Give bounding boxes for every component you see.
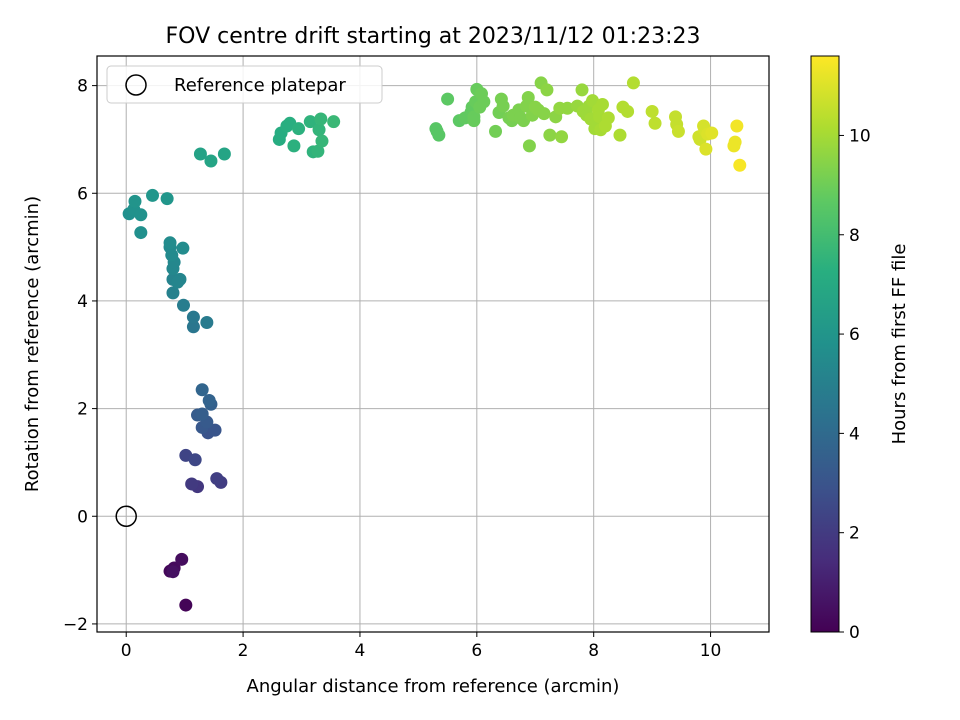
data-points (122, 76, 747, 612)
data-point (217, 147, 231, 161)
data-point (601, 111, 615, 125)
data-point (621, 104, 635, 118)
colorbar (810, 55, 840, 633)
y-axis-label: Rotation from reference (arcmin) (22, 196, 43, 492)
data-point (163, 236, 177, 250)
data-point (595, 97, 609, 111)
data-point (733, 158, 747, 172)
data-point (134, 226, 148, 240)
data-point (496, 99, 510, 113)
y-tick-label: 0 (77, 507, 88, 527)
data-point (179, 598, 193, 612)
data-point (176, 241, 190, 255)
data-point (699, 142, 713, 156)
data-point (730, 119, 744, 133)
data-point (575, 83, 589, 97)
colorbar-tick-label: 6 (849, 325, 860, 345)
data-point (166, 565, 180, 579)
x-axis-label: Angular distance from reference (arcmin) (247, 676, 620, 697)
y-tick-label: 8 (77, 77, 88, 97)
data-point (195, 407, 209, 421)
data-point (671, 124, 685, 138)
colorbar-tick-label: 4 (849, 424, 860, 444)
data-point (186, 320, 200, 334)
data-point (626, 76, 640, 90)
data-point (327, 115, 341, 129)
data-point (537, 107, 551, 121)
data-point (521, 90, 535, 104)
data-point (522, 139, 536, 153)
data-point (314, 112, 328, 126)
y-tick-label: −2 (63, 615, 88, 635)
x-tick-label: 2 (238, 641, 249, 661)
data-point (560, 101, 574, 115)
data-point (315, 134, 329, 148)
data-point (287, 139, 301, 153)
y-tick-label: 6 (77, 184, 88, 204)
x-tick-label: 4 (355, 641, 366, 661)
data-point (200, 315, 214, 329)
data-point (489, 124, 503, 138)
x-tick-label: 10 (700, 641, 722, 661)
colorbar-ticks: 0 2 4 6 8 10 (839, 126, 871, 643)
data-point (176, 298, 190, 312)
data-point (311, 144, 325, 158)
y-tick-label: 2 (77, 400, 88, 420)
data-point (188, 453, 202, 467)
colorbar-tick-label: 0 (849, 623, 860, 643)
data-point (292, 122, 306, 136)
colorbar-tick-label: 8 (849, 226, 860, 246)
data-point (166, 286, 180, 300)
data-point (543, 128, 557, 142)
data-point (432, 128, 446, 142)
data-point (210, 472, 224, 486)
data-point (175, 552, 189, 566)
data-point (202, 394, 216, 408)
data-point (128, 194, 142, 208)
reference-marker-group (115, 505, 137, 528)
data-point (477, 95, 491, 109)
data-point (728, 135, 742, 149)
colorbar-label: Hours from first FF file (889, 244, 910, 445)
data-point (185, 477, 199, 491)
data-point (312, 123, 326, 137)
data-point (146, 188, 160, 202)
data-point (160, 192, 174, 206)
legend-reference-marker (125, 74, 147, 96)
data-point (705, 126, 719, 140)
x-tick-label: 6 (471, 641, 482, 661)
x-tick-label: 8 (588, 641, 599, 661)
data-point (208, 423, 222, 437)
data-point (555, 130, 569, 144)
data-point (540, 83, 554, 97)
reference-platepar-marker (115, 505, 137, 528)
chart-title: FOV centre drift starting at 2023/11/12 … (166, 24, 701, 49)
data-point (645, 104, 659, 118)
data-point (195, 383, 209, 397)
x-axis-ticks: 0 2 4 6 8 10 (121, 632, 722, 661)
y-axis-ticks: −2 0 2 4 6 8 (63, 77, 97, 635)
data-point (467, 114, 481, 128)
data-point (303, 115, 317, 129)
data-point (186, 310, 200, 324)
legend-entry-reference: Reference platepar (174, 75, 346, 96)
grid-lines (97, 56, 769, 632)
legend: Reference platepar (106, 65, 383, 104)
data-point (613, 128, 627, 142)
data-point (171, 275, 185, 289)
colorbar-tick-label: 2 (849, 524, 860, 544)
data-point (204, 154, 218, 168)
data-point (648, 116, 662, 130)
y-tick-label: 4 (77, 292, 88, 312)
legend-box (106, 65, 383, 104)
x-tick-label: 0 (121, 641, 132, 661)
data-point (134, 208, 148, 222)
data-point (441, 92, 455, 106)
data-point (193, 147, 207, 161)
plot-frame (96, 55, 770, 633)
colorbar-tick-label: 10 (849, 126, 871, 146)
